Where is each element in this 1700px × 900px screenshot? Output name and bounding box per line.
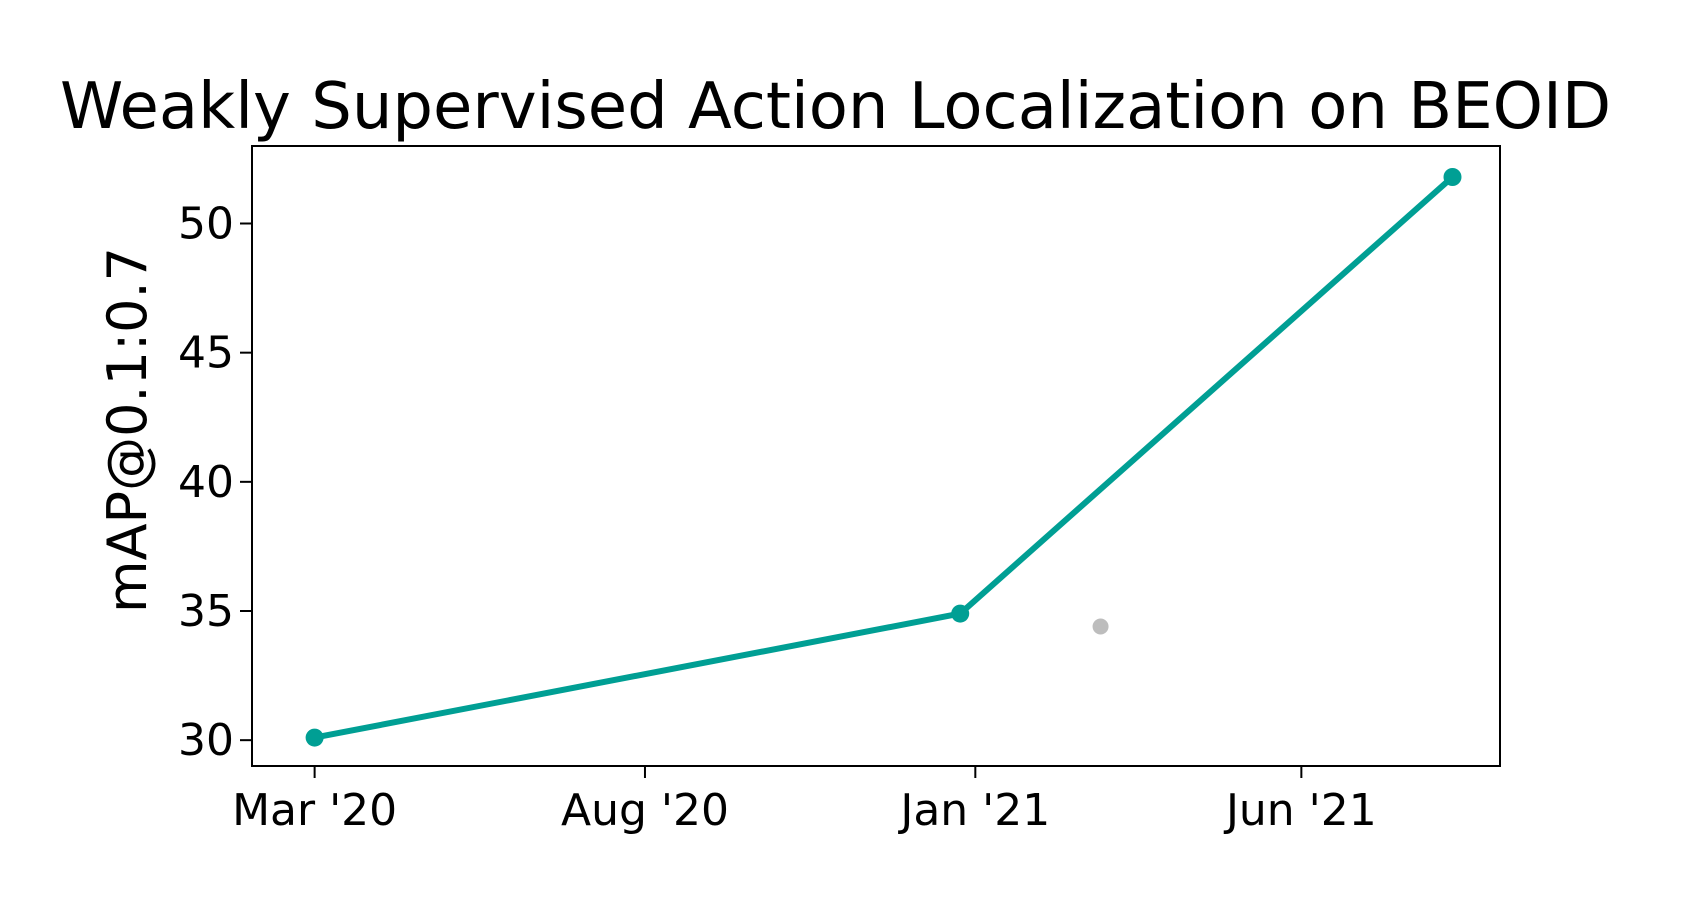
series-point <box>305 728 324 747</box>
x-tick-label: Jan '21 <box>897 785 1050 836</box>
plot-area: 30 35 40 45 50 Mar '20 Aug '20 Jan '21 Jun '21 <box>178 145 1501 836</box>
series-point <box>951 604 970 623</box>
y-axis-label: mAP@0.1:0.7 <box>96 247 159 613</box>
x-tick-label: Mar '20 <box>232 785 397 836</box>
series-layer <box>305 168 1462 747</box>
series-point <box>1443 168 1462 186</box>
y-tick-label: 30 <box>178 715 234 766</box>
y-tick-label: 40 <box>178 457 234 508</box>
extra-point <box>1092 618 1109 635</box>
chart-title: Weakly Supervised Action Localization on… <box>60 70 1611 144</box>
y-tick-label: 35 <box>178 586 234 637</box>
y-tick-label: 50 <box>178 199 234 250</box>
x-tick-label: Jun '21 <box>1223 785 1377 836</box>
x-axis-ticks: Mar '20 Aug '20 Jan '21 Jun '21 <box>232 766 1377 836</box>
extra-points-layer <box>1092 618 1109 635</box>
y-tick-label: 45 <box>178 328 234 379</box>
plot-frame <box>251 145 1501 767</box>
y-axis-ticks: 30 35 40 45 50 <box>178 199 252 766</box>
x-tick-label: Aug '20 <box>561 785 729 836</box>
